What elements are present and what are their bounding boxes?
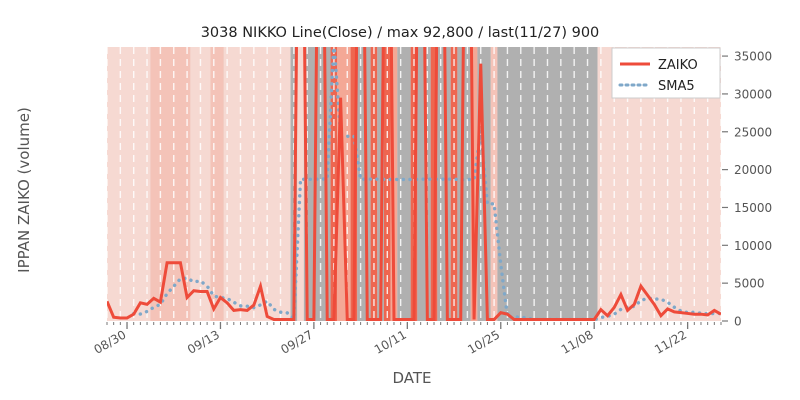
background-band (223, 47, 291, 321)
y-tick-label: 25000 (734, 125, 772, 139)
legend-background (611, 47, 721, 99)
y-tick-label: 15000 (734, 201, 772, 215)
y-tick-label: 0 (734, 315, 742, 329)
y-tick-label: 20000 (734, 163, 772, 177)
gridlines (106, 47, 722, 321)
y-tick-label: 10000 (734, 239, 772, 253)
legend-label-zaiko: ZAIKO (658, 58, 698, 73)
background-band (107, 47, 151, 321)
y-axis-ticks: 0 5000 10000 15000 20000 25000 30000 35000 (722, 50, 772, 329)
zaiko-series-line (107, 47, 721, 321)
y-tick-label: 35000 (734, 50, 772, 64)
y-tick-label: 5000 (734, 277, 765, 291)
y-axis-title: IPPAN ZAIKO (volume) (15, 107, 33, 273)
legend-label-sma5: SMA5 (658, 79, 695, 94)
background-band (397, 47, 411, 321)
chart-title: 3038 NIKKO Line(Close) / max 92,800 / la… (201, 25, 600, 41)
background-band (210, 47, 224, 321)
legend-box: ZAIKO SMA5 (611, 47, 721, 99)
y-tick-label: 30000 (734, 87, 772, 101)
x-axis-title: DATE (392, 369, 431, 387)
